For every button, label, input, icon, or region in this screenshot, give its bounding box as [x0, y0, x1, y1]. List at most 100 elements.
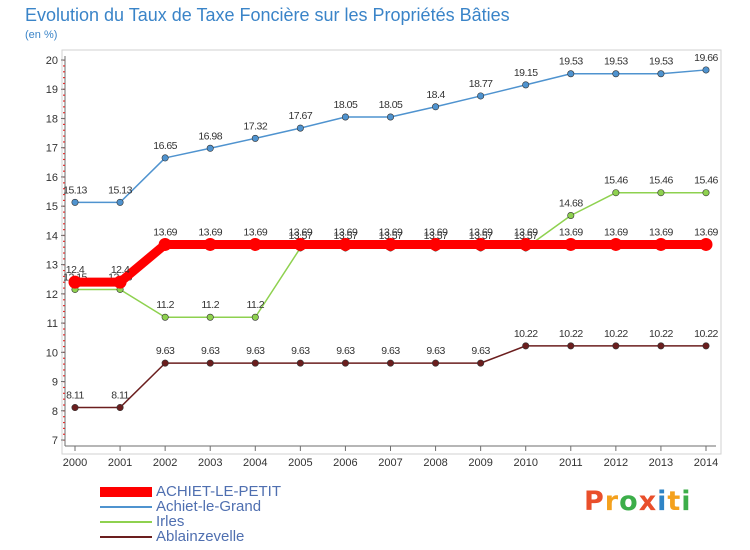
data-label-achiet-le-petit: 13.69: [514, 226, 538, 238]
x-tick-label: 2004: [243, 457, 267, 469]
y-minor-tick: [63, 170, 65, 172]
y-tick-label: 7: [52, 435, 58, 447]
legend-swatch-achiet-le-petit: [100, 486, 152, 497]
data-point-achiet-le-petit: [474, 237, 488, 251]
data-label-ablainzevelle: 9.63: [336, 345, 355, 357]
data-label-achiet-le-petit: 13.69: [424, 226, 448, 238]
y-minor-tick: [63, 141, 65, 143]
y-minor-tick: [63, 357, 65, 359]
data-point-ablainzevelle: [386, 359, 394, 367]
data-point-ablainzevelle: [612, 342, 620, 350]
data-label-achiet-le-petit: 13.69: [153, 226, 177, 238]
data-point-achiet-le-petit: [113, 275, 127, 289]
legend-label-irles: Irles: [156, 513, 185, 530]
data-label-irles: 13.57: [469, 230, 493, 242]
data-label-irles: 11.2: [201, 299, 219, 311]
y-minor-tick: [63, 328, 65, 330]
y-minor-tick: [63, 65, 65, 67]
data-label-ablainzevelle: 10.22: [514, 328, 538, 340]
data-label-irles: 11.2: [246, 299, 264, 311]
x-tick-label: 2002: [153, 457, 177, 469]
data-point-achiet-le-petit: [293, 237, 307, 251]
data-label-achiet-le-grand: 18.05: [379, 99, 403, 111]
y-minor-tick: [63, 112, 65, 114]
data-label-achiet-le-grand: 16.65: [153, 140, 177, 152]
y-minor-tick: [63, 269, 65, 272]
data-point-ablainzevelle: [657, 342, 665, 350]
data-label-achiet-le-petit: 13.69: [288, 226, 312, 238]
y-tick-label: 14: [46, 230, 58, 242]
data-point-achiet-le-petit: [384, 237, 397, 251]
data-label-irles: 15.46: [604, 175, 628, 187]
x-tick-label: 2013: [649, 457, 673, 469]
y-axis-unit-label: (en %): [25, 29, 58, 41]
data-label-achiet-le-grand: 16.98: [198, 130, 222, 142]
y-minor-tick: [63, 246, 65, 248]
data-point-ablainzevelle: [341, 359, 349, 367]
data-point-irles: [702, 189, 710, 197]
data-point-achiet-le-petit: [609, 237, 623, 251]
x-tick-label: 2006: [333, 457, 357, 469]
data-point-achiet-le-petit: [203, 237, 217, 251]
y-minor-tick: [63, 182, 65, 184]
y-minor-tick: [63, 71, 65, 73]
y-tick-label: 19: [46, 84, 58, 96]
data-label-achiet-le-petit: 13.69: [649, 226, 673, 238]
y-minor-tick: [63, 310, 65, 313]
data-point-irles: [612, 189, 620, 197]
y-minor-tick: [63, 433, 65, 435]
data-label-irles: 15.46: [649, 175, 673, 187]
data-label-achiet-le-petit: 13.69: [198, 226, 222, 238]
y-minor-tick: [63, 135, 65, 137]
y-minor-tick: [63, 240, 65, 242]
y-minor-tick: [63, 345, 65, 348]
y-minor-tick: [63, 275, 65, 278]
y-minor-tick: [63, 404, 65, 406]
data-label-ablainzevelle: 9.63: [381, 345, 400, 357]
data-label-ablainzevelle: 9.63: [471, 345, 490, 357]
data-label-achiet-le-grand: 19.53: [559, 56, 583, 68]
x-tick-label: 2009: [468, 457, 492, 469]
y-minor-tick: [63, 129, 65, 131]
y-minor-tick: [63, 427, 65, 430]
logo-letter: t: [667, 486, 682, 517]
y-minor-tick: [63, 217, 65, 219]
data-label-achiet-le-grand: 19.53: [649, 56, 673, 68]
data-label-achiet-le-grand: 18.05: [334, 99, 358, 111]
y-minor-tick: [63, 199, 65, 202]
y-tick-label: 15: [46, 201, 58, 213]
data-label-ablainzevelle: 10.22: [649, 328, 673, 340]
data-point-ablainzevelle: [251, 359, 259, 367]
y-tick-label: 16: [46, 172, 58, 184]
y-minor-tick: [63, 158, 65, 161]
y-minor-tick: [63, 334, 65, 336]
y-minor-tick: [63, 229, 65, 231]
y-minor-tick: [63, 82, 65, 85]
y-tick-label: 17: [46, 143, 58, 155]
data-label-ablainzevelle: 9.63: [201, 345, 220, 357]
y-minor-tick: [63, 287, 65, 289]
data-point-ablainzevelle: [477, 359, 485, 367]
data-label-achiet-le-grand: 18.4: [426, 89, 445, 101]
data-label-achiet-le-grand: 15.13: [108, 184, 132, 196]
y-minor-tick: [63, 94, 65, 96]
y-tick-label: 12: [46, 289, 58, 301]
x-tick-label: 2007: [378, 457, 402, 469]
data-label-achiet-le-petit: 13.69: [604, 226, 628, 238]
y-tick-label: 8: [52, 406, 58, 418]
data-label-achiet-le-petit: 12.4: [111, 264, 130, 276]
data-point-achiet-le-grand: [702, 66, 710, 74]
data-label-achiet-le-petit: 13.69: [379, 226, 403, 238]
data-label-ablainzevelle: 9.63: [426, 345, 445, 357]
data-point-ablainzevelle: [702, 342, 710, 350]
data-point-achiet-le-grand: [386, 113, 394, 121]
data-point-achiet-le-petit: [338, 237, 352, 251]
legend-swatch-ablainzevelle: [100, 535, 152, 538]
logo-letter: i: [681, 486, 692, 517]
x-tick-label: 2014: [694, 457, 718, 469]
x-tick-label: 2005: [288, 457, 312, 469]
data-label-achiet-le-petit: 13.69: [243, 226, 267, 238]
data-point-ablainzevelle: [116, 404, 124, 412]
y-minor-tick: [63, 299, 65, 301]
data-point-achiet-le-grand: [251, 134, 259, 142]
